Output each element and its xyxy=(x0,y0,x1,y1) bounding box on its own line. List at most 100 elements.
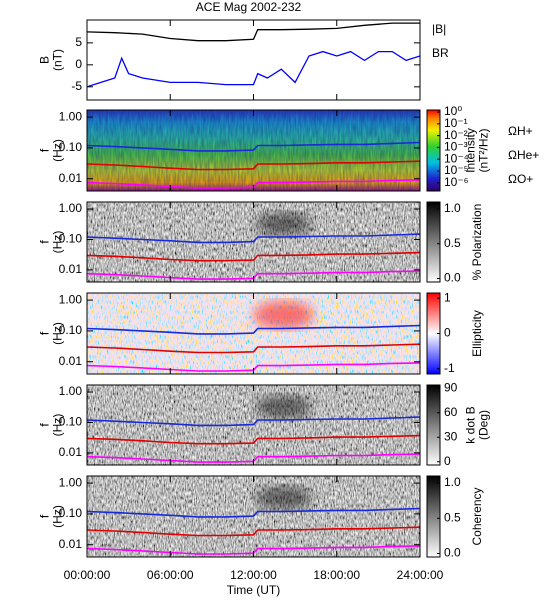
gyro-line xyxy=(87,507,420,518)
plot-area xyxy=(87,293,420,374)
y-axis-label: (Hz) xyxy=(51,505,65,528)
gyro-line xyxy=(87,251,420,262)
gyro-line xyxy=(87,233,420,244)
colorbar-tick-label: 10⁻⁶ xyxy=(444,175,469,189)
colorbar-tick-label: 1 xyxy=(444,290,451,304)
gyro-line xyxy=(87,270,420,280)
y-axis-label: (Hz) xyxy=(51,139,65,162)
plot-area xyxy=(87,110,420,191)
y-tick-label: 0.10 xyxy=(59,232,83,246)
colorbar xyxy=(426,201,441,283)
legend-label: BR xyxy=(432,46,449,60)
legend-label: |B| xyxy=(432,22,446,36)
plot-area xyxy=(87,476,420,557)
y-axis-label: (Hz) xyxy=(51,414,65,437)
spectrogram-feature xyxy=(255,212,312,236)
gyro-line xyxy=(87,545,420,555)
y-axis-label: (nT) xyxy=(51,49,65,71)
line xyxy=(87,22,420,42)
gyro-line xyxy=(87,343,420,354)
colorbar-tick-label: 0 xyxy=(444,326,451,340)
colorbar-tick-label: 1.0 xyxy=(444,201,461,215)
gyro-line xyxy=(87,416,420,427)
y-tick-label: 5 xyxy=(75,35,82,49)
colorbar xyxy=(426,384,441,466)
colorbar-tick-label: 1.0 xyxy=(444,475,461,489)
colorbar-label: Intensity xyxy=(464,128,478,173)
y-axis-label: f xyxy=(38,148,52,152)
y-axis-label: f xyxy=(38,423,52,427)
colorbar-tick-label: 0 xyxy=(444,454,451,468)
colorbar-tick-label: 10⁻⁴ xyxy=(444,151,469,165)
gyro-line xyxy=(87,434,420,445)
y-axis-label: (Hz) xyxy=(51,322,65,345)
colorbar-label: % Polarization xyxy=(470,204,484,281)
y-tick-label: 0.01 xyxy=(59,171,83,185)
colorbar-tick-label: 90 xyxy=(444,380,458,394)
colorbar-tick-label: 10⁻³ xyxy=(444,140,468,154)
legend-label: ΩH+ xyxy=(508,124,533,138)
x-tick-label: 12:00:00 xyxy=(230,568,277,582)
y-axis-label: f xyxy=(38,331,52,335)
colorbar-label: Coherency xyxy=(470,487,484,545)
chart-title: ACE Mag 2002-232 xyxy=(196,0,302,14)
x-axis-label: Time (UT) xyxy=(227,583,281,597)
y-axis-label: f xyxy=(38,240,52,244)
colorbar xyxy=(426,475,441,558)
colorbar-label: k dot B xyxy=(464,406,478,443)
colorbar-tick-label: 10⁰ xyxy=(444,104,462,118)
y-axis-label: (Hz) xyxy=(51,231,65,254)
y-axis-label: B xyxy=(38,56,52,64)
colorbar-label: Ellipticity xyxy=(470,310,484,357)
colorbar-tick-label: -1 xyxy=(444,361,455,375)
plot-area xyxy=(87,385,420,465)
colorbar xyxy=(426,109,441,192)
y-tick-label: 0.01 xyxy=(59,445,83,459)
y-tick-label: 0.10 xyxy=(59,140,83,154)
plot-area xyxy=(87,202,420,282)
colorbar-label: (nT²/Hz) xyxy=(477,129,491,173)
y-tick-label: 1.00 xyxy=(59,384,83,398)
spectrogram-feature xyxy=(253,301,314,329)
x-tick-label: 18:00:00 xyxy=(313,568,360,582)
y-tick-label: 0 xyxy=(75,57,82,71)
y-tick-label: -5 xyxy=(71,79,82,93)
colorbar-tick-label: 30 xyxy=(444,429,458,443)
colorbar-tick-label: 60 xyxy=(444,405,458,419)
x-tick-label: 00:00:00 xyxy=(64,568,111,582)
plot-area xyxy=(87,22,420,88)
legend-label: ΩO+ xyxy=(508,172,533,186)
gyro-line xyxy=(87,160,420,171)
y-tick-label: 0.01 xyxy=(59,354,83,368)
y-tick-label: 0.10 xyxy=(59,506,83,520)
gyro-line xyxy=(87,141,420,152)
gyro-line xyxy=(87,526,420,537)
x-tick-label: 24:00:00 xyxy=(397,568,444,582)
colorbar-label: (Deg) xyxy=(477,410,491,440)
spectrogram-feature xyxy=(255,486,312,510)
y-tick-label: 0.10 xyxy=(59,323,83,337)
gyro-line xyxy=(87,453,420,463)
colorbar-tick-label: 0.5 xyxy=(444,236,461,250)
y-tick-label: 1.00 xyxy=(59,109,83,123)
spectrogram-feature xyxy=(255,395,312,419)
colorbar-tick-label: 0.0 xyxy=(444,546,461,560)
y-tick-label: 0.01 xyxy=(59,262,83,276)
colorbar-tick-label: 0.0 xyxy=(444,271,461,285)
legend-label: ΩHe+ xyxy=(508,148,539,162)
y-tick-label: 0.10 xyxy=(59,415,83,429)
colorbar-tick-label: 10⁻² xyxy=(444,128,468,142)
y-tick-label: 1.00 xyxy=(59,475,83,489)
colorbar-tick-label: 0.5 xyxy=(444,510,461,524)
gyro-line xyxy=(87,179,420,189)
gyro-line xyxy=(87,324,420,335)
plot-frame xyxy=(86,19,421,101)
colorbar-tick-label: 10⁻⁵ xyxy=(444,163,469,177)
line xyxy=(87,50,420,88)
colorbar-tick-label: 10⁻¹ xyxy=(444,116,468,130)
y-tick-label: 0.01 xyxy=(59,537,83,551)
y-tick-label: 1.00 xyxy=(59,292,83,306)
x-tick-label: 06:00:00 xyxy=(147,568,194,582)
gyro-line xyxy=(87,362,420,372)
